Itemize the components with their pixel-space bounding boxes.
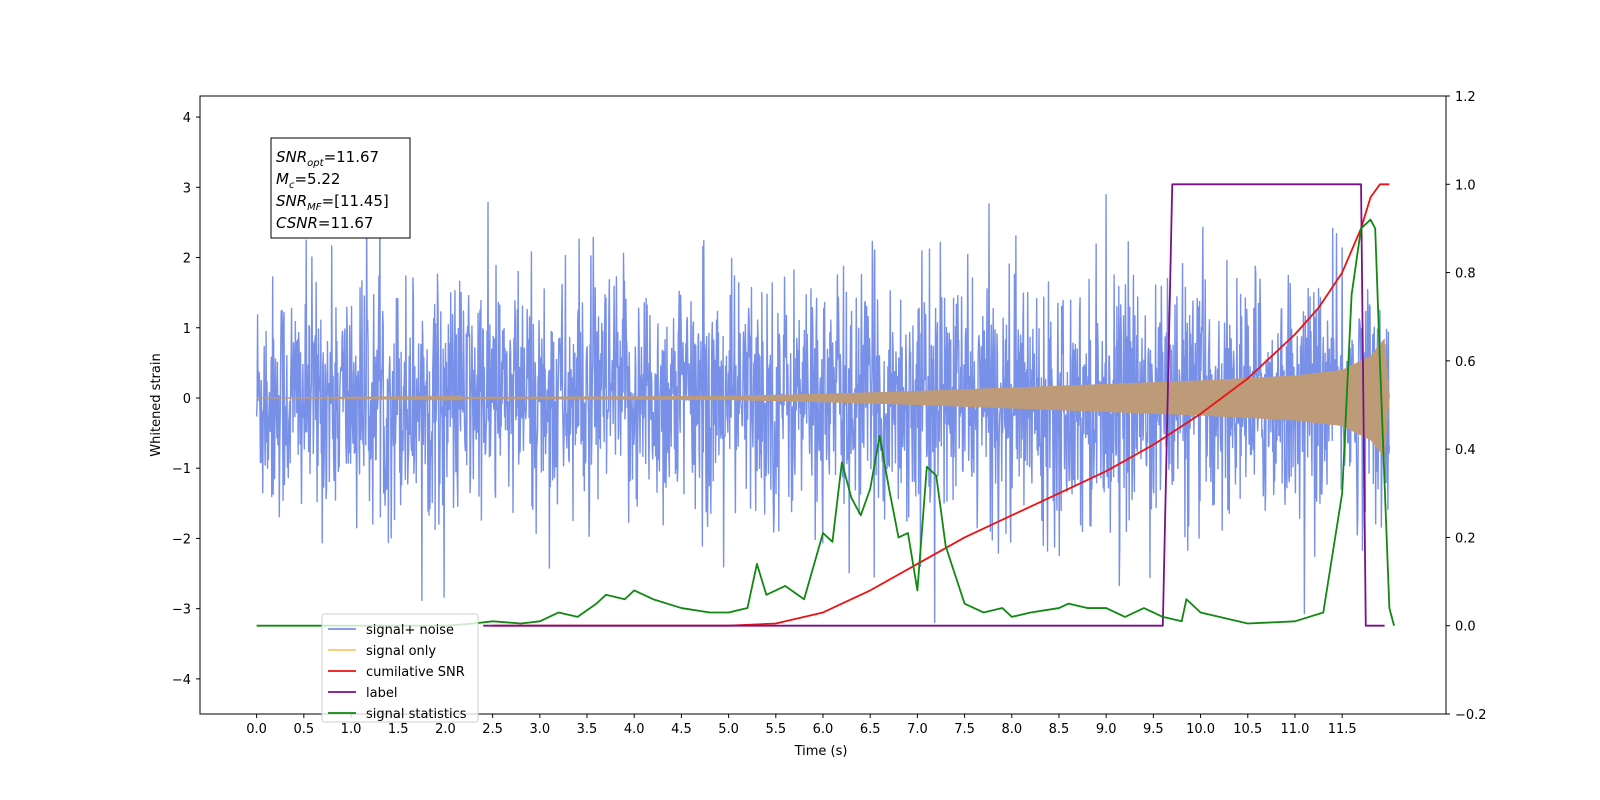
series-label <box>483 183 1385 627</box>
x-tick-label: 4.0 <box>624 722 645 737</box>
x-tick-label: 11.0 <box>1280 722 1309 737</box>
legend-label: label <box>366 686 397 701</box>
y-tick-label: −2 <box>172 532 191 547</box>
x-tick-label: 6.5 <box>860 722 881 737</box>
plot-series <box>255 170 1395 627</box>
y-tick-label: 2 <box>183 252 191 267</box>
x-tick-label: 9.5 <box>1143 722 1164 737</box>
x-tick-label: 6.0 <box>813 722 834 737</box>
legend-label: cumilative SNR <box>366 665 465 680</box>
y-axis-ticks: −4 −3 −2 −1 0 1 2 3 4 <box>172 111 200 688</box>
x-tick-label: 0.5 <box>293 722 314 737</box>
x-tick-label: 1.5 <box>388 722 409 737</box>
x-tick-label: 11.5 <box>1328 722 1357 737</box>
series-signal-only <box>256 338 1390 458</box>
y2-tick-label: 0.6 <box>1455 355 1476 370</box>
y2-tick-label: 1.2 <box>1455 90 1476 105</box>
annotation-snr-opt: SNRopt=11.67 <box>276 148 379 169</box>
x-tick-label: 0.0 <box>246 722 267 737</box>
y-tick-label: 1 <box>183 322 191 337</box>
y-tick-label: −3 <box>172 603 191 618</box>
y-axis-label: Whitened strain <box>149 353 164 456</box>
y-tick-label: 4 <box>183 111 191 126</box>
x-tick-label: 2.5 <box>482 722 503 737</box>
y-tick-label: −4 <box>172 673 191 688</box>
x-axis-label: Time (s) <box>794 744 848 759</box>
x-tick-label: 5.5 <box>765 722 786 737</box>
x-axis-ticks: 0.0 0.5 1.0 1.5 2.0 2.5 3.0 3.5 4.0 4.5 5.0 5.5 6.0 6… <box>246 714 1357 737</box>
legend: signal+ noise signal only cumilative SNR la… <box>321 613 479 723</box>
y2-tick-label: 0.8 <box>1455 267 1476 282</box>
x-tick-label: 8.0 <box>1001 722 1022 737</box>
y2-tick-label: 0.4 <box>1455 443 1476 458</box>
x-tick-label: 7.5 <box>954 722 975 737</box>
x-tick-label: 2.0 <box>435 722 456 737</box>
legend-frame <box>321 613 479 723</box>
y2-tick-label: 1.0 <box>1455 178 1476 193</box>
x-tick-label: 10.5 <box>1233 722 1262 737</box>
x-tick-label: 5.0 <box>718 722 739 737</box>
snr-annotation-box: SNRopt=11.67 Mc=5.22 SNRMF=[11.45] CSNR=… <box>270 137 411 239</box>
annotation-mc: Mc=5.22 <box>276 170 340 191</box>
y-tick-label: 0 <box>183 392 191 407</box>
y2-tick-label: 0.2 <box>1455 531 1476 546</box>
series-signal-statistics <box>256 218 1395 627</box>
x-tick-label: 3.5 <box>577 722 598 737</box>
x-tick-label: 4.5 <box>671 722 692 737</box>
x-tick-label: 9.0 <box>1096 722 1117 737</box>
y2-tick-label: 0.0 <box>1455 620 1476 635</box>
series-signal-noise <box>255 170 1391 624</box>
x-tick-label: 3.0 <box>529 722 550 737</box>
annotation-frame <box>270 137 411 239</box>
x-tick-label: 7.0 <box>907 722 928 737</box>
legend-label: signal only <box>366 644 436 659</box>
series-cumilative-snr <box>492 183 1390 627</box>
y2-tick-label: −0.2 <box>1455 708 1487 723</box>
annotation-snr-mf: SNRMF=[11.45] <box>276 192 389 213</box>
x-tick-label: 8.5 <box>1049 722 1070 737</box>
annotation-csnr: CSNR=11.67 <box>276 214 373 232</box>
x-tick-label: 1.0 <box>341 722 362 737</box>
y2-axis-ticks: −0.2 0.0 0.2 0.4 0.6 0.8 1.0 1.2 <box>1446 90 1487 723</box>
y-tick-label: −1 <box>172 462 191 477</box>
x-tick-label: 10.0 <box>1186 722 1215 737</box>
legend-label: signal+ noise <box>366 623 454 638</box>
legend-label: signal statistics <box>366 707 467 722</box>
y-tick-label: 3 <box>183 181 191 196</box>
